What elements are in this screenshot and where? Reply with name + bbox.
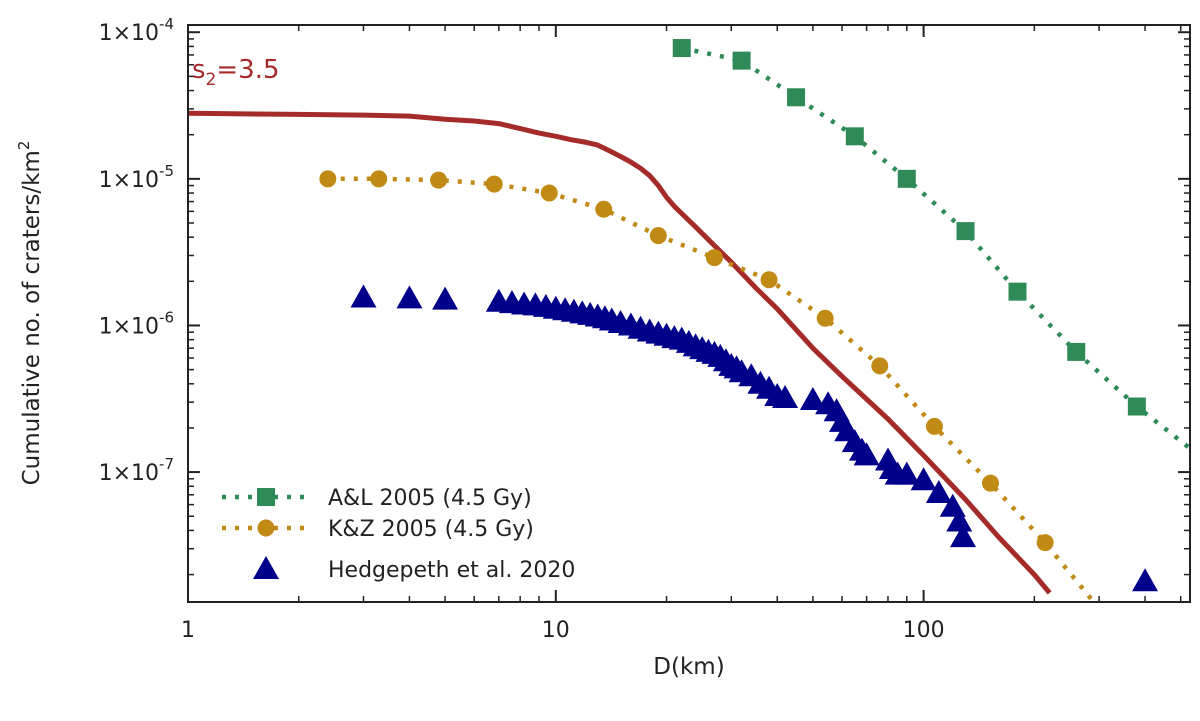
hedgepeth-2020-point bbox=[799, 387, 826, 411]
legend-label: Hedgepeth et al. 2020 bbox=[328, 558, 575, 583]
xtick-label: 10 bbox=[542, 618, 570, 643]
slope-annotation: s2=3.5 bbox=[192, 55, 280, 90]
marker-layer bbox=[319, 39, 1159, 592]
plot-area bbox=[188, 45, 1190, 602]
al-2005-point bbox=[1008, 282, 1027, 301]
kz-2005-point bbox=[760, 271, 778, 289]
xtick-label: 100 bbox=[903, 618, 945, 643]
ytick-label: 1×10-7 bbox=[99, 455, 174, 486]
legend: A&L 2005 (4.5 Gy) K&Z 2005 (4.5 Gy) Hedgep… bbox=[222, 486, 575, 583]
hedgepeth-2020-point bbox=[396, 285, 423, 309]
hedgepeth-2020-point bbox=[772, 385, 799, 409]
hedgepeth-2020-point bbox=[350, 284, 377, 308]
x-tick-labels: 1 10 100 bbox=[181, 618, 945, 643]
legend-marker bbox=[253, 556, 279, 579]
kz-2005-point bbox=[430, 171, 448, 189]
tick-marks bbox=[187, 25, 1190, 602]
kz-2005-point bbox=[981, 474, 999, 492]
kz-2005-point bbox=[370, 170, 388, 188]
y-axis-label: Cumulative no. of craters/km2 bbox=[15, 141, 45, 486]
al-2005-line bbox=[681, 45, 1190, 451]
kz-2005-point bbox=[871, 357, 889, 375]
hedgepeth-2020-point bbox=[893, 461, 920, 485]
legend-label: A&L 2005 (4.5 Gy) bbox=[328, 486, 532, 511]
ytick-label-base: 1×10 bbox=[99, 461, 159, 486]
xtick-label: 1 bbox=[181, 618, 195, 643]
legend-marker bbox=[257, 519, 275, 537]
hedgepeth-2020-point bbox=[946, 508, 973, 532]
kz-2005-point bbox=[540, 184, 558, 202]
kz-2005-point bbox=[925, 417, 943, 435]
legend-entry-kz-2005: K&Z 2005 (4.5 Gy) bbox=[222, 517, 534, 542]
al-2005-point bbox=[1127, 397, 1146, 416]
al-2005-point bbox=[897, 169, 916, 188]
al-2005-point bbox=[672, 39, 691, 58]
ytick-label: 1×10-5 bbox=[99, 162, 174, 193]
hedgepeth-2020-point bbox=[853, 442, 880, 466]
y-tick-labels: 1×10-71×10-61×10-51×10-4 bbox=[99, 15, 174, 486]
legend-entry-al-2005: A&L 2005 (4.5 Gy) bbox=[222, 486, 532, 511]
ytick-label-base: 1×10 bbox=[99, 168, 159, 193]
al-2005-point bbox=[787, 88, 806, 107]
ytick-label-base: 1×10 bbox=[99, 21, 159, 46]
ytick-label-exp: -6 bbox=[159, 308, 174, 326]
ytick-label: 1×10-4 bbox=[99, 15, 174, 46]
al-2005-point bbox=[732, 51, 751, 70]
kz-2005-point bbox=[1036, 534, 1054, 552]
kz-2005-point bbox=[595, 200, 613, 218]
kz-2005-point bbox=[816, 309, 834, 327]
ytick-label-exp: -7 bbox=[159, 455, 174, 473]
hedgepeth-2020-point bbox=[432, 286, 459, 310]
hedgepeth-2020-point bbox=[910, 467, 937, 491]
kz-2005-point bbox=[485, 175, 503, 193]
hedgepeth-2020-point bbox=[950, 524, 977, 548]
x-axis-label: D(km) bbox=[653, 654, 724, 680]
model-curve-s2-3.5 bbox=[188, 110, 1052, 595]
al-2005-point bbox=[1067, 342, 1086, 361]
ytick-label: 1×10-6 bbox=[99, 308, 174, 339]
plot-frame bbox=[187, 24, 1191, 603]
kz-2005-point bbox=[319, 170, 337, 188]
legend-entry-hedgepeth-2020: Hedgepeth et al. 2020 bbox=[253, 556, 575, 583]
kz-2005-point bbox=[705, 249, 723, 267]
al-2005-point bbox=[845, 127, 864, 146]
kz-2005-point bbox=[649, 227, 667, 245]
legend-marker bbox=[257, 488, 275, 506]
ytick-label-exp: -4 bbox=[159, 15, 174, 33]
hedgepeth-2020-point bbox=[925, 480, 952, 504]
ytick-label-exp: -5 bbox=[159, 162, 174, 180]
al-2005-point bbox=[956, 222, 975, 241]
ytick-label-base: 1×10 bbox=[99, 314, 159, 339]
hedgepeth-2020-point bbox=[1132, 568, 1159, 592]
legend-label: K&Z 2005 (4.5 Gy) bbox=[328, 517, 534, 542]
